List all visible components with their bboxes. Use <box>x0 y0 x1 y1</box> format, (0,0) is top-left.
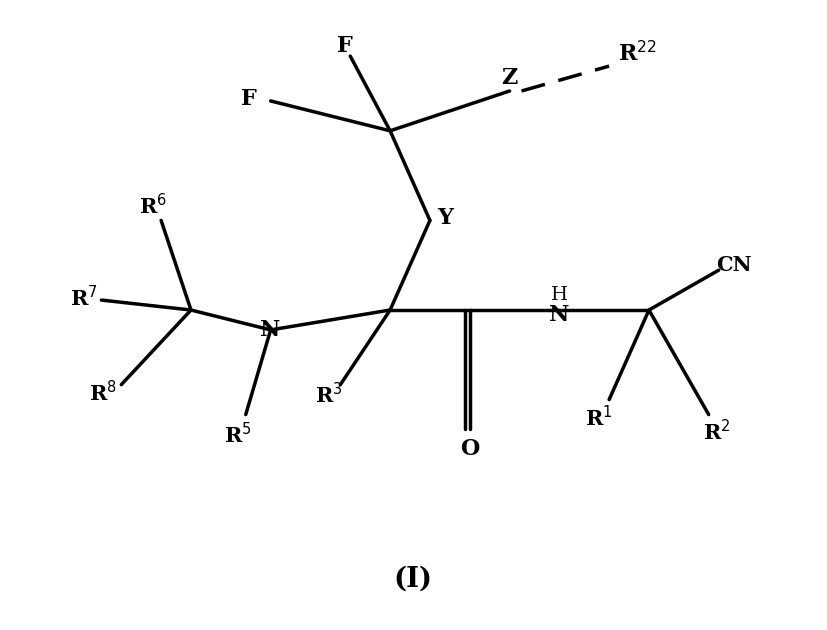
Text: Y: Y <box>437 207 453 229</box>
Text: R$^8$: R$^8$ <box>89 380 117 405</box>
Text: CN: CN <box>715 255 752 275</box>
Text: R$^{22}$: R$^{22}$ <box>618 40 657 66</box>
Text: N: N <box>261 319 281 341</box>
Text: Z: Z <box>501 67 518 89</box>
Text: R$^6$: R$^6$ <box>139 193 167 218</box>
Text: R$^2$: R$^2$ <box>703 419 730 444</box>
Text: F: F <box>337 35 353 57</box>
Text: R$^3$: R$^3$ <box>314 382 342 407</box>
Text: (I): (I) <box>394 565 433 592</box>
Text: O: O <box>460 438 480 461</box>
Text: R$^5$: R$^5$ <box>224 422 251 447</box>
Text: R$^7$: R$^7$ <box>69 285 98 311</box>
Text: N: N <box>549 304 570 326</box>
Text: H: H <box>551 286 568 304</box>
Text: F: F <box>241 88 256 110</box>
Text: R$^1$: R$^1$ <box>586 405 613 430</box>
